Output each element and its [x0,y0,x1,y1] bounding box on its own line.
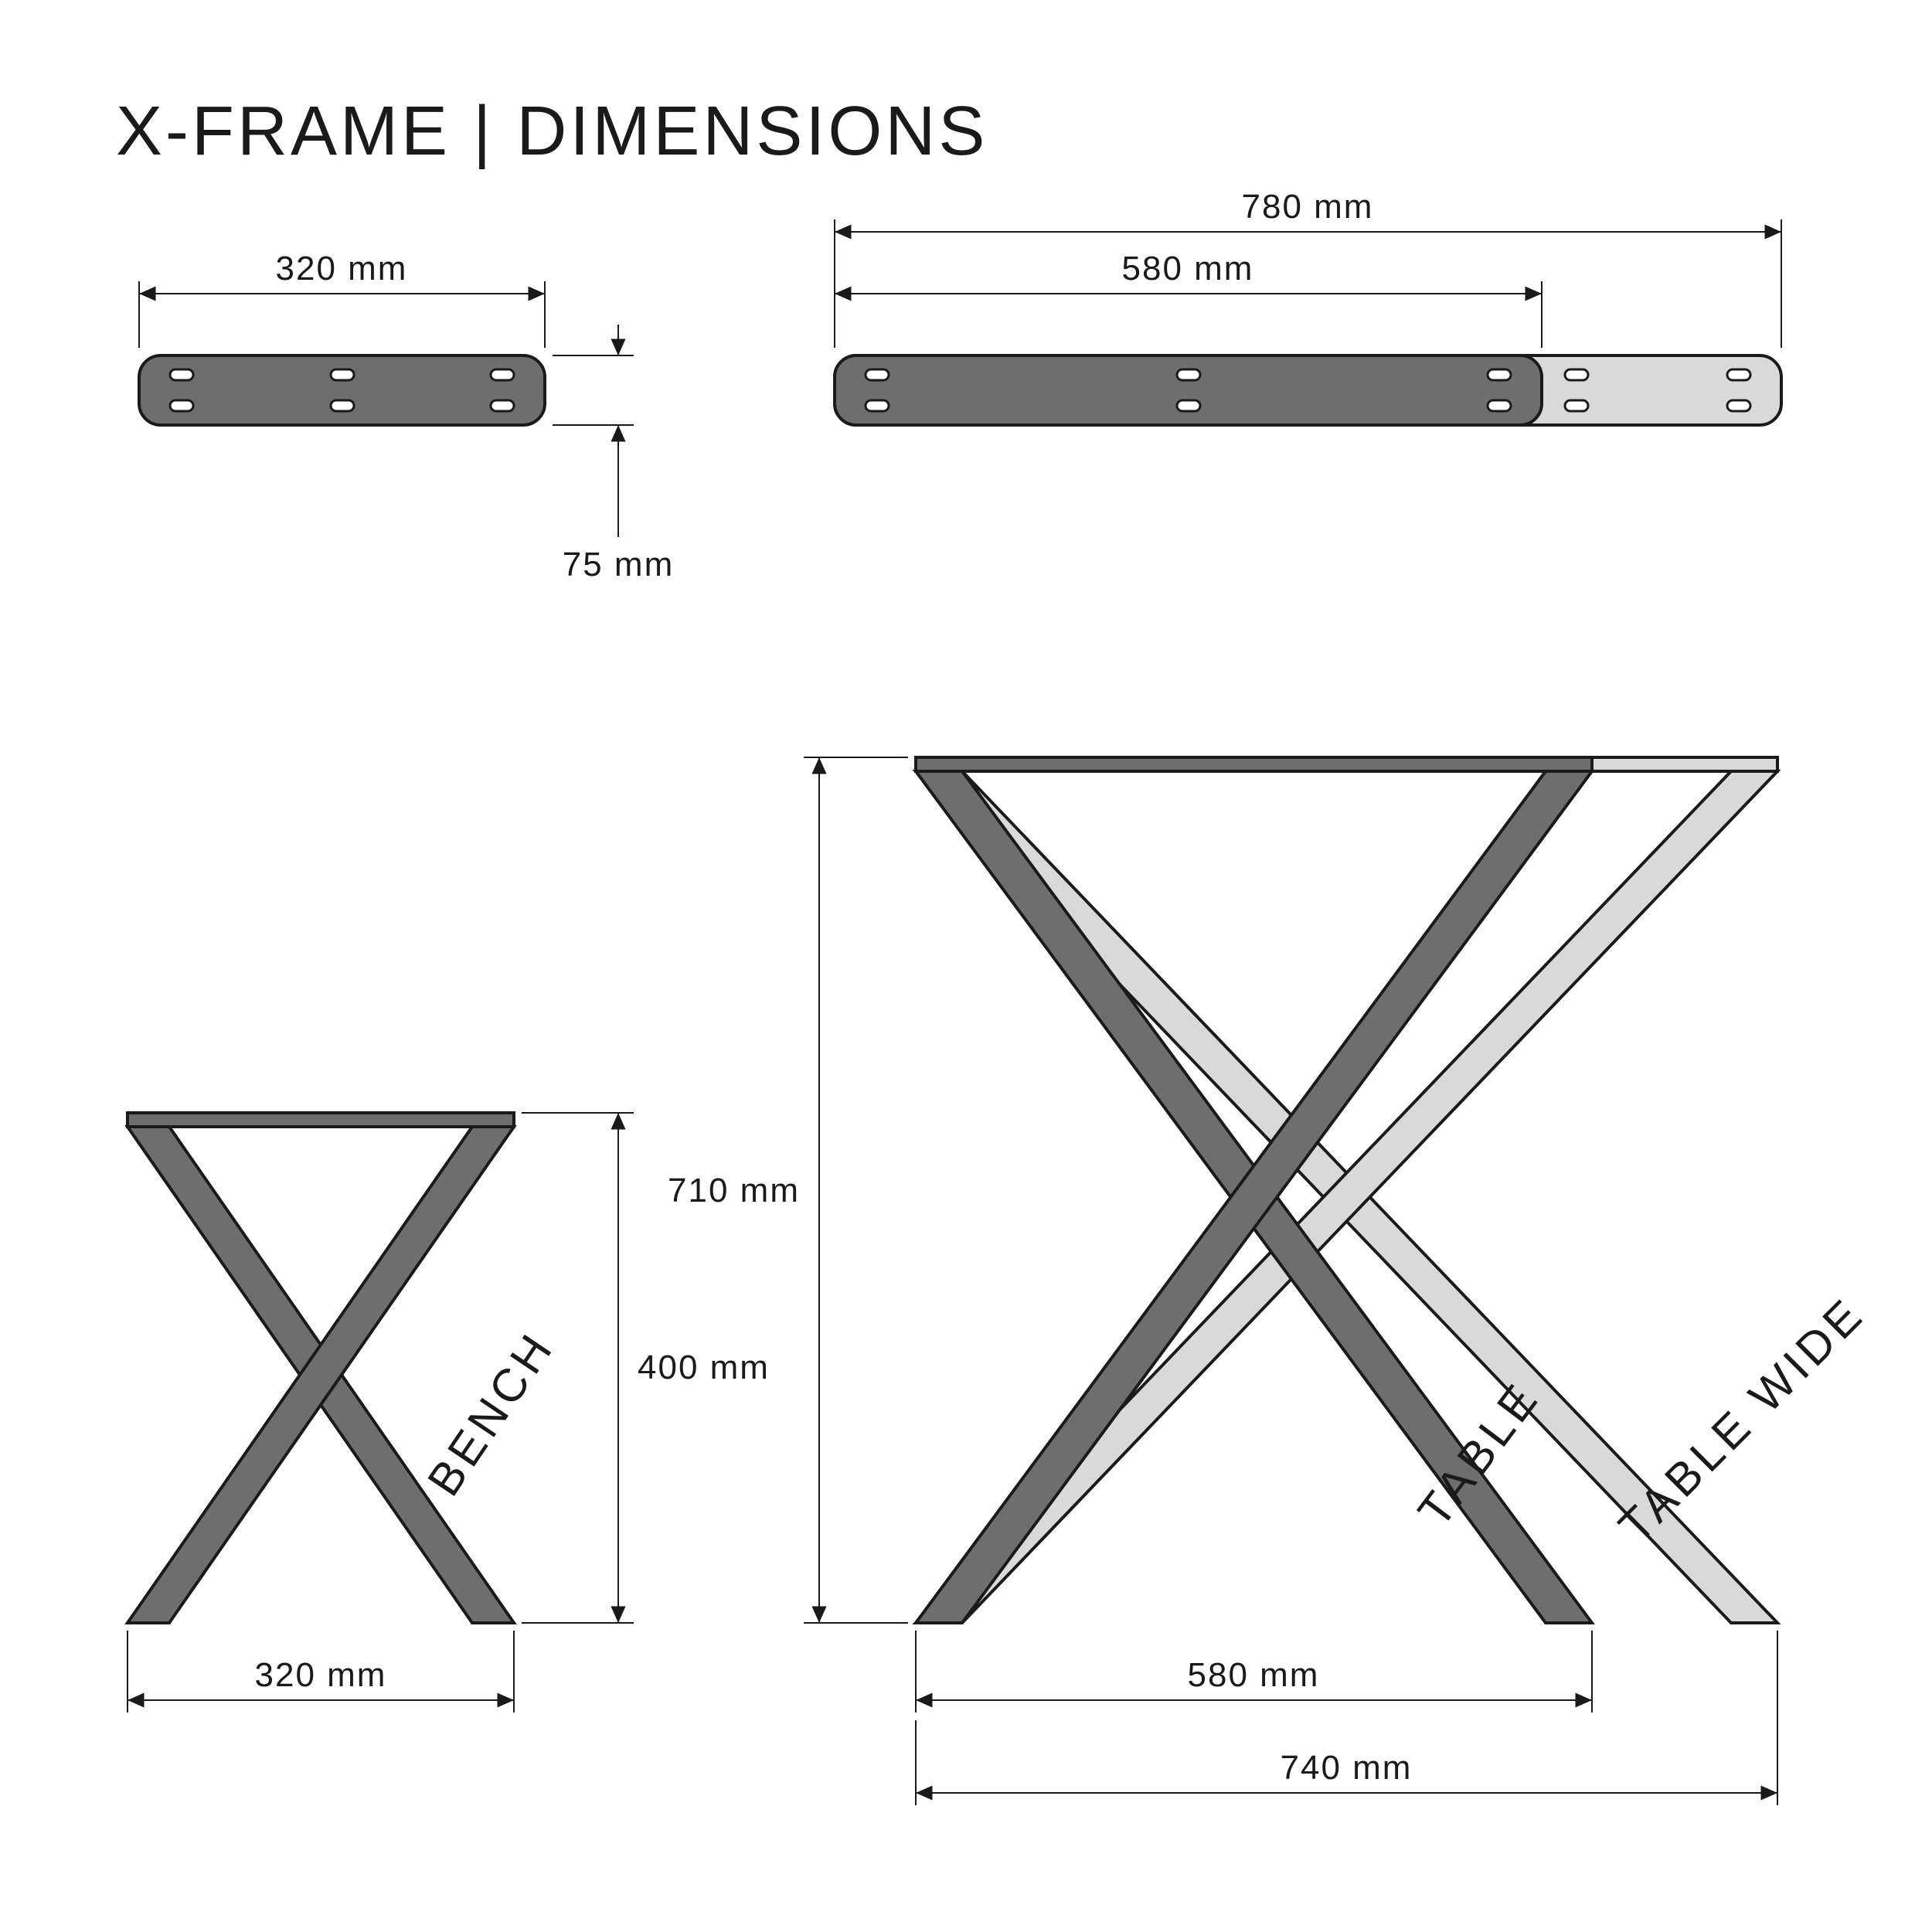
table-wide-label: TABLE WIDE [1609,1287,1875,1553]
table-height-dim: 710 mm [668,757,908,1623]
svg-text:580 mm: 580 mm [1122,250,1254,287]
svg-text:780 mm: 780 mm [1242,188,1374,226]
bench-plate-group: 320 mm 75 mm [139,250,674,583]
svg-text:710 mm: 710 mm [668,1172,800,1209]
bench-plate-height-dim: 75 mm [553,325,674,583]
svg-text:740 mm: 740 mm [1281,1749,1413,1787]
svg-text:320 mm: 320 mm [255,1656,387,1694]
table-frame-group: TABLE TABLE WIDE 710 mm 580 mm 740 mm [668,757,1874,1805]
table-plate-inner-dim: 580 mm [835,250,1542,348]
table-plate-group: 780 mm 580 mm [835,188,1781,425]
bench-plate-width-dim: 320 mm [139,250,545,348]
bench-label: BENCH [417,1322,564,1505]
svg-text:400 mm: 400 mm [638,1349,770,1386]
svg-text:75 mm: 75 mm [563,546,674,583]
table-outer-width-dim: 740 mm [916,1631,1777,1805]
svg-text:580 mm: 580 mm [1188,1656,1320,1694]
table-frame [916,757,1592,1623]
page-title: X-FRAME | DIMENSIONS [116,93,988,170]
dimension-drawing: X-FRAME | DIMENSIONS 320 mm 75 mm [0,0,1932,1932]
svg-text:320 mm: 320 mm [276,250,408,287]
bench-width-dim: 320 mm [128,1631,514,1713]
table-inner-width-dim: 580 mm [916,1631,1592,1713]
table-plate-outer-dim: 780 mm [835,188,1781,348]
